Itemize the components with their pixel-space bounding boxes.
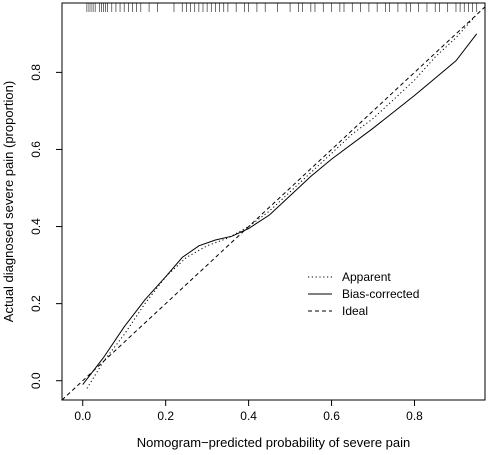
legend-label: Bias-corrected xyxy=(342,287,419,301)
plot-frame xyxy=(61,2,486,401)
plot-layer xyxy=(61,6,486,401)
axes-layer: 0.0 0.2 0.4 0.6 0.8 0.0 0.2 0.4 0.6 0.8 xyxy=(29,2,486,423)
x-axis-label: Nomogram−predicted probability of severe… xyxy=(137,435,411,450)
series-line-apparent xyxy=(86,14,478,389)
y-tick-label: 0.6 xyxy=(29,141,43,158)
series-line-ideal xyxy=(61,6,486,401)
x-tick-label: 0.8 xyxy=(406,409,423,423)
series-line-bias-corrected xyxy=(82,33,478,385)
rug-layer xyxy=(86,3,478,12)
legend-layer: Apparent Bias-corrected Ideal xyxy=(308,270,419,318)
y-tick-label: 0.4 xyxy=(29,218,43,235)
x-tick-label: 0.2 xyxy=(157,409,174,423)
x-tick-label: 0.6 xyxy=(323,409,340,423)
legend-label: Apparent xyxy=(342,270,391,284)
x-tick-label: 0.4 xyxy=(240,409,257,423)
y-tick-label: 0.2 xyxy=(29,295,43,312)
y-axis-label: Actual diagnosed severe pain (proportion… xyxy=(1,81,16,322)
x-tick-label: 0.0 xyxy=(74,409,91,423)
legend-label: Ideal xyxy=(342,304,368,318)
y-tick-label: 0.8 xyxy=(29,64,43,81)
y-tick-label: 0.0 xyxy=(29,372,43,389)
